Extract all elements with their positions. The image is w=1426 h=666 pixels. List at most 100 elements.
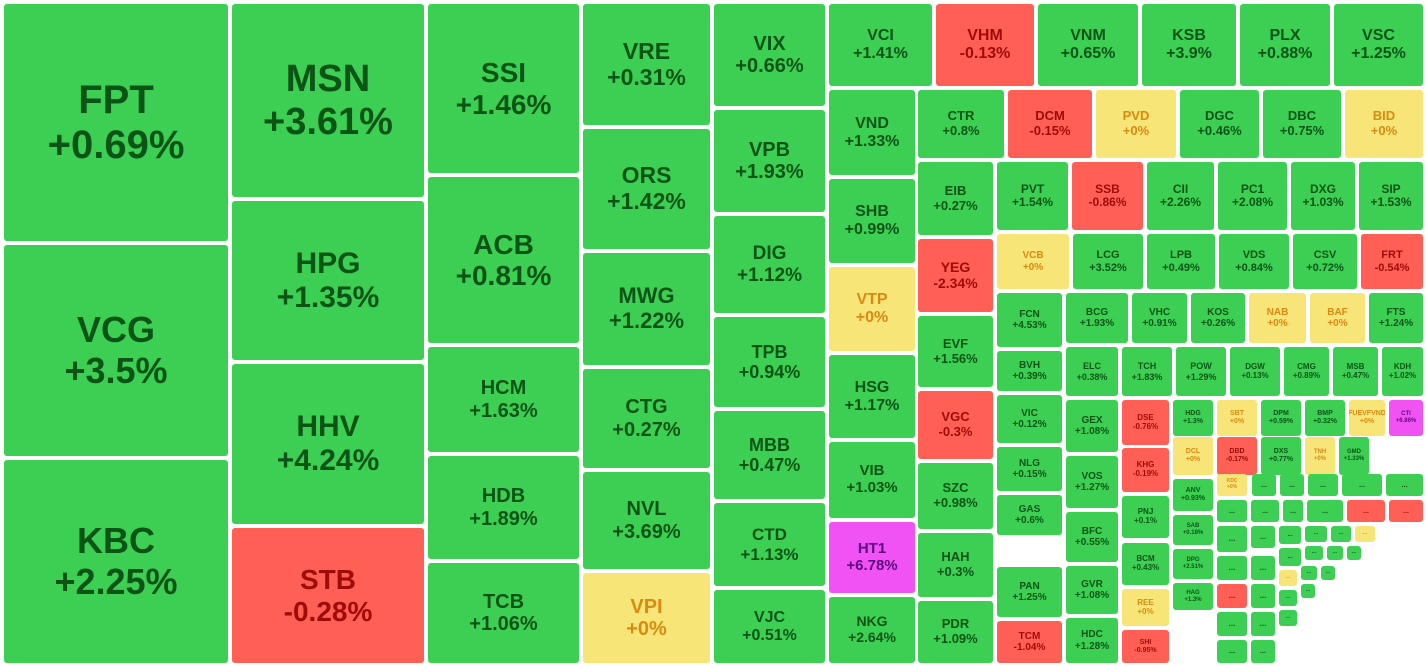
heatmap-tile-vic[interactable]: VIC +0.12%	[997, 395, 1062, 443]
heatmap-tile-nvl[interactable]: NVL +3.69%	[583, 472, 710, 569]
heatmap-tile-collapsed[interactable]: ...	[1217, 640, 1247, 663]
heatmap-tile-vcb[interactable]: VCB +0%	[997, 234, 1069, 289]
heatmap-tile-vgc[interactable]: VGC -0.3%	[918, 391, 993, 459]
heatmap-tile-anv[interactable]: ANV +0.93%	[1173, 479, 1213, 511]
heatmap-tile-ssi[interactable]: SSI +1.46%	[428, 4, 579, 173]
heatmap-tile-collapsed[interactable]: ...	[1331, 526, 1351, 542]
heatmap-tile-mwg[interactable]: MWG +1.22%	[583, 253, 710, 365]
heatmap-tile-collapsed[interactable]: ...	[1347, 500, 1385, 522]
heatmap-tile-tcm[interactable]: TCM -1.04%	[997, 621, 1062, 663]
heatmap-tile-fts[interactable]: FTS +1.24%	[1369, 293, 1423, 343]
heatmap-tile-dgc[interactable]: DGC +0.46%	[1180, 90, 1259, 158]
heatmap-tile-collapsed[interactable]: ...	[1251, 584, 1275, 608]
heatmap-tile-collapsed[interactable]: ...	[1327, 546, 1343, 560]
heatmap-tile-bcg[interactable]: BCG +1.93%	[1066, 293, 1128, 343]
heatmap-tile-bmp[interactable]: BMP +0.32%	[1305, 400, 1345, 436]
heatmap-tile-collapsed[interactable]: ...	[1307, 500, 1343, 522]
heatmap-tile-acb[interactable]: ACB +0.81%	[428, 177, 579, 343]
heatmap-tile-collapsed[interactable]: ...	[1279, 548, 1301, 566]
heatmap-tile-vos[interactable]: VOS +1.27%	[1066, 456, 1118, 508]
heatmap-tile-pan[interactable]: PAN +1.25%	[997, 567, 1062, 617]
heatmap-tile-collapsed[interactable]: ...	[1355, 526, 1375, 542]
heatmap-tile-eib[interactable]: EIB +0.27%	[918, 162, 993, 235]
heatmap-tile-hdc[interactable]: HDC +1.28%	[1066, 618, 1118, 663]
heatmap-tile-tnh[interactable]: TNH +0%	[1305, 437, 1335, 475]
heatmap-tile-tch[interactable]: TCH +1.83%	[1122, 347, 1172, 396]
heatmap-tile-collapsed[interactable]: ...	[1279, 590, 1297, 606]
heatmap-tile-dpm[interactable]: DPM +0.59%	[1261, 400, 1301, 436]
heatmap-tile-collapsed[interactable]: ...	[1386, 474, 1423, 496]
heatmap-tile-mbb[interactable]: MBB +0.47%	[714, 411, 825, 499]
heatmap-tile-szc[interactable]: SZC +0.98%	[918, 463, 993, 529]
heatmap-tile-vib[interactable]: VIB +1.03%	[829, 442, 915, 518]
heatmap-tile-collapsed[interactable]: ...	[1305, 526, 1327, 542]
heatmap-tile-collapsed[interactable]: ...	[1251, 640, 1275, 663]
heatmap-tile-vhc[interactable]: VHC +0.91%	[1132, 293, 1187, 343]
heatmap-tile-sbt[interactable]: SBT +0%	[1217, 400, 1257, 436]
heatmap-tile-vpi[interactable]: VPI +0%	[583, 573, 710, 663]
heatmap-tile-kdh[interactable]: KDH +1.02%	[1382, 347, 1423, 396]
heatmap-tile-pnj[interactable]: PNJ +0.1%	[1122, 496, 1169, 538]
heatmap-tile-hhv[interactable]: HHV +4.24%	[232, 364, 424, 524]
heatmap-tile-vsc[interactable]: VSC +1.25%	[1334, 4, 1423, 86]
heatmap-tile-ksb[interactable]: KSB +3.9%	[1142, 4, 1236, 86]
heatmap-tile-cmg[interactable]: CMG +0.89%	[1284, 347, 1329, 396]
heatmap-tile-gmd[interactable]: GMD +1.33%	[1339, 437, 1369, 475]
heatmap-tile-yeg[interactable]: YEG -2.34%	[918, 239, 993, 312]
heatmap-tile-ht1[interactable]: HT1 +6.78%	[829, 522, 915, 593]
heatmap-tile-ctd[interactable]: CTD +1.13%	[714, 503, 825, 586]
heatmap-tile-dbc[interactable]: DBC +0.75%	[1263, 90, 1341, 158]
heatmap-tile-collapsed[interactable]: ...	[1251, 500, 1279, 522]
heatmap-tile-khg[interactable]: KHG -0.19%	[1122, 448, 1169, 492]
heatmap-tile-dcl[interactable]: DCL +0%	[1173, 437, 1213, 475]
heatmap-tile-collapsed[interactable]: ...	[1301, 566, 1317, 580]
heatmap-tile-dpg[interactable]: DPG +2.51%	[1173, 549, 1213, 579]
heatmap-tile-vhm[interactable]: VHM -0.13%	[936, 4, 1034, 86]
heatmap-tile-vtp[interactable]: VTP +0%	[829, 267, 915, 351]
heatmap-tile-dxs[interactable]: DXS +0.77%	[1261, 437, 1301, 475]
heatmap-tile-collapsed[interactable]: ...	[1279, 526, 1301, 544]
heatmap-tile-dgw[interactable]: DGW +0.13%	[1230, 347, 1280, 396]
heatmap-tile-collapsed[interactable]: ...	[1308, 474, 1338, 496]
heatmap-tile-ors[interactable]: ORS +1.42%	[583, 129, 710, 249]
heatmap-tile-ctr[interactable]: CTR +0.8%	[918, 90, 1004, 158]
heatmap-tile-collapsed[interactable]: ...	[1347, 546, 1361, 560]
heatmap-tile-vci[interactable]: VCI +1.41%	[829, 4, 932, 86]
heatmap-tile-collapsed[interactable]: ...	[1283, 500, 1303, 522]
heatmap-tile-hcm[interactable]: HCM +1.63%	[428, 347, 579, 452]
heatmap-tile-vre[interactable]: VRE +0.31%	[583, 4, 710, 125]
heatmap-tile-vnd[interactable]: VND +1.33%	[829, 90, 915, 175]
heatmap-tile-ctg[interactable]: CTG +0.27%	[583, 369, 710, 468]
heatmap-tile-collapsed[interactable]: ...	[1217, 526, 1247, 552]
heatmap-tile-hdg[interactable]: HDG +1.3%	[1173, 400, 1213, 436]
heatmap-tile-evf[interactable]: EVF +1.56%	[918, 316, 993, 387]
heatmap-tile-tpb[interactable]: TPB +0.94%	[714, 317, 825, 407]
heatmap-tile-collapsed[interactable]: ...	[1251, 556, 1275, 580]
heatmap-tile-lpb[interactable]: LPB +0.49%	[1147, 234, 1215, 289]
heatmap-tile-vnm[interactable]: VNM +0.65%	[1038, 4, 1138, 86]
heatmap-tile-baf[interactable]: BAF +0%	[1310, 293, 1365, 343]
heatmap-tile-collapsed[interactable]: ...	[1252, 474, 1276, 496]
heatmap-tile-lcg[interactable]: LCG +3.52%	[1073, 234, 1143, 289]
heatmap-tile-nab[interactable]: NAB +0%	[1249, 293, 1306, 343]
heatmap-tile-kos[interactable]: KOS +0.26%	[1191, 293, 1245, 343]
heatmap-tile-gex[interactable]: GEX +1.08%	[1066, 400, 1118, 452]
heatmap-tile-collapsed[interactable]: ...	[1389, 500, 1423, 522]
heatmap-tile-collapsed[interactable]: ...	[1279, 610, 1297, 626]
heatmap-tile-collapsed[interactable]: ...	[1305, 546, 1323, 560]
heatmap-tile-elc[interactable]: ELC +0.38%	[1066, 347, 1118, 396]
heatmap-tile-pvd[interactable]: PVD +0%	[1096, 90, 1176, 158]
heatmap-tile-hdb[interactable]: HDB +1.89%	[428, 456, 579, 559]
heatmap-tile-collapsed[interactable]: ...	[1217, 612, 1247, 636]
heatmap-tile-shb[interactable]: SHB +0.99%	[829, 179, 915, 263]
heatmap-tile-csv[interactable]: CSV +0.72%	[1293, 234, 1357, 289]
heatmap-tile-hsg[interactable]: HSG +1.17%	[829, 355, 915, 438]
heatmap-tile-cii[interactable]: CII +2.26%	[1147, 162, 1214, 230]
heatmap-tile-vjc[interactable]: VJC +0.51%	[714, 590, 825, 663]
heatmap-tile-vix[interactable]: VIX +0.66%	[714, 4, 825, 106]
heatmap-tile-gvr[interactable]: GVR +1.08%	[1066, 566, 1118, 614]
heatmap-tile-cti[interactable]: CTI +6.86%	[1389, 400, 1423, 436]
heatmap-tile-hag[interactable]: HAG +1.3%	[1173, 583, 1213, 610]
heatmap-tile-collapsed[interactable]: ...	[1342, 474, 1382, 496]
heatmap-tile-msb[interactable]: MSB +0.47%	[1333, 347, 1378, 396]
